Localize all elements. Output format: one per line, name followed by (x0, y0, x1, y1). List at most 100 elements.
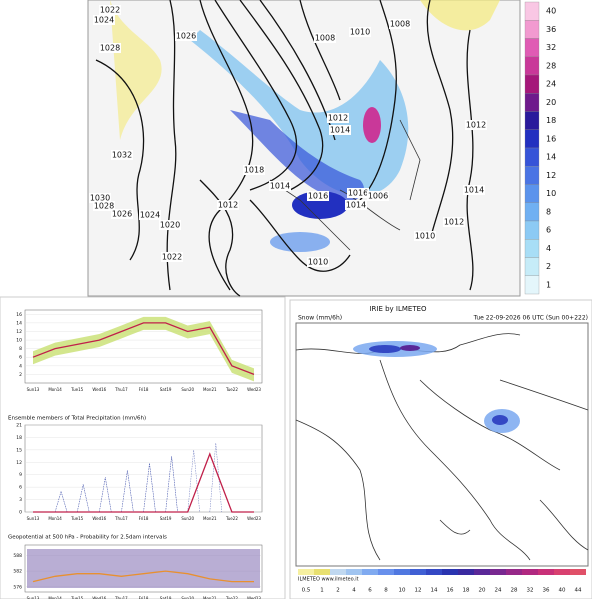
label-bg (465, 120, 487, 130)
isobar-label: 1010 (308, 258, 328, 267)
label-bg (159, 220, 181, 230)
isobar-label: 1006 (368, 192, 388, 201)
colorbar-label: 2 (546, 262, 551, 271)
shading (270, 232, 330, 252)
x-tick-label: Sat19 (160, 516, 172, 521)
colorbar-swatch (314, 569, 330, 575)
label-bg (175, 31, 197, 41)
colorbar-label: 16 (546, 134, 556, 143)
label-bg (139, 210, 161, 220)
label-bg (269, 181, 291, 191)
colorbar-label: 18 (463, 588, 470, 594)
x-tick-label: Wed16 (92, 516, 106, 521)
label-bg (217, 200, 239, 210)
colorbar-swatch (524, 129, 540, 149)
series-line (32, 322, 255, 376)
colorbar-label: 32 (527, 588, 534, 594)
colorbar: 0.5 1 2 4 6 8 10 12 14 16 18 20 24 28 32 36 40 44 (298, 569, 586, 594)
label-bg (327, 113, 349, 123)
colorbar-label: 12 (546, 171, 556, 180)
x-tick-label: Sun13 (27, 516, 40, 521)
colorbar-label: 32 (546, 43, 556, 52)
x-tick-label: Wed23 (247, 387, 261, 392)
colorbar-label: 0.5 (302, 588, 311, 594)
isobar-label: 1012 (328, 114, 348, 123)
label-bg (349, 27, 371, 37)
y-tick-label: 0 (19, 510, 22, 516)
ensemble-member (209, 442, 222, 513)
isobar-label: 1022 (162, 253, 182, 262)
colorbar-label: 44 (575, 588, 582, 594)
isobar-label: 1012 (218, 201, 238, 210)
x-tick-label: Sun20 (181, 516, 194, 521)
label-bg (93, 15, 115, 25)
colorbar-label: 10 (399, 588, 406, 594)
isobar-label: 1010 (350, 28, 370, 37)
label-bg (111, 209, 133, 219)
label-bg (161, 252, 183, 262)
y-tick-label: 582 (13, 569, 22, 575)
colorbar-swatch (426, 569, 442, 575)
x-tick-label: Sun13 (27, 387, 40, 392)
y-tick-label: 15 (16, 447, 22, 453)
snow-area (400, 345, 420, 351)
colorbar-swatch (346, 569, 362, 575)
ensemble-member (54, 491, 68, 513)
panel-title: Ensemble members of Total Precipitation … (8, 416, 146, 422)
colorbar-label: 10 (546, 189, 556, 198)
colorbar-swatch (524, 184, 540, 203)
label-bg (443, 217, 465, 227)
colorbar-swatch (442, 569, 458, 575)
x-tick-label: Wed23 (247, 516, 261, 521)
y-tick-label: 12 (16, 460, 22, 466)
colorbar-label: 8 (546, 207, 551, 216)
colorbar-label: 14 (431, 588, 438, 594)
y-tick-label: 588 (13, 553, 22, 559)
colorbar-swatch (524, 257, 540, 276)
colorbar-swatch (298, 569, 314, 575)
isobar-label: 1024 (94, 16, 114, 25)
colorbar-swatch (554, 569, 570, 575)
colorbar-swatch (524, 56, 540, 76)
series-line (33, 452, 254, 513)
colorbar-label: 20 (546, 98, 556, 107)
y-tick-label: 6 (19, 355, 22, 361)
label-bg (89, 193, 111, 203)
label-bg (307, 257, 329, 267)
colorbar-swatch (524, 93, 540, 112)
isobar-label: 1022 (100, 6, 120, 15)
isobar (95, 0, 474, 291)
colorbar-label: 6 (368, 588, 372, 594)
colorbar-label: 18 (546, 116, 556, 125)
colorbar-label: 24 (495, 588, 502, 594)
colorbar-label: 6 (546, 226, 551, 235)
colorbar-label: 2 (336, 588, 340, 594)
colorbar-swatch (362, 569, 378, 575)
colorbar-swatch (524, 1, 540, 21)
label-bg (243, 165, 265, 175)
ensemble-member (99, 477, 112, 513)
label-bg (367, 191, 389, 201)
isobar-label: 1028 (100, 44, 120, 53)
x-tick-label: Mon14 (48, 516, 62, 521)
label-bg (463, 185, 485, 195)
shading (110, 0, 162, 140)
colorbar-swatch (524, 20, 540, 39)
colorbar-swatch (506, 569, 522, 575)
x-tick-label: Fri18 (139, 516, 149, 521)
colorbar-label: 1 (320, 588, 324, 594)
x-tick-label: Thu17 (114, 516, 128, 521)
brand: IRIE by ILMETEO (369, 305, 427, 313)
y-tick-label: 10 (16, 338, 22, 344)
colorbar-swatch (410, 569, 426, 575)
label-bg (314, 33, 336, 43)
colorbar-swatch (458, 569, 474, 575)
footer: ILMETEO www.ilmeteo.it (298, 577, 359, 583)
x-tick-label: Tue22 (225, 387, 238, 392)
label-bg (307, 191, 329, 201)
snow-area (492, 415, 508, 425)
y-tick-label: 4 (19, 363, 22, 369)
colorbar-swatch (524, 202, 540, 222)
colorbar-swatch (524, 111, 540, 130)
label-bg (111, 150, 133, 160)
